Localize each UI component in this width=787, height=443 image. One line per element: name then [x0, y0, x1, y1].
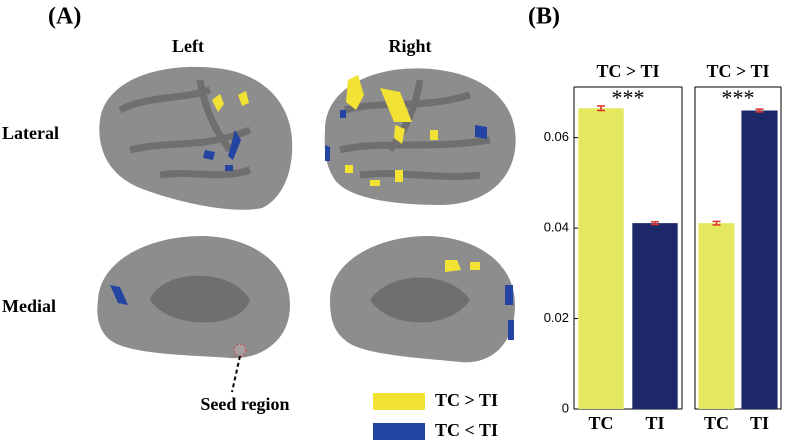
plot-frame: [694, 86, 782, 410]
view-label: Lateral: [2, 123, 59, 143]
bar: [741, 110, 778, 410]
brain-right-lateral: [324, 68, 516, 205]
charts: TC > TI 0 0.02 0.04 0.06 TC TI *** TC > TI TC TI **…: [544, 61, 782, 433]
view-label: Medial: [2, 296, 56, 316]
x-tick-label: TC: [704, 413, 729, 433]
chart-title: TC > TI: [707, 61, 770, 81]
seed-pointer: [231, 355, 241, 393]
x-tick-label: TC: [588, 413, 613, 433]
error-bar: [651, 221, 659, 226]
legend: TC > TI TC < TI: [373, 390, 498, 440]
error-bar: [755, 108, 764, 113]
brain-right-medial: [330, 235, 515, 363]
y-tick-label: 0.02: [544, 310, 569, 325]
significance: ***: [722, 85, 755, 110]
x-tick-label: TI: [645, 413, 664, 433]
hemisphere-label: Right: [388, 36, 431, 56]
brain-left-lateral: [99, 66, 293, 210]
error-bar: [712, 220, 721, 226]
panel-label: (B): [528, 4, 560, 30]
legend-label: TC > TI: [435, 390, 498, 410]
seed-label: Seed region: [200, 394, 289, 414]
error-bar: [597, 105, 605, 112]
brain-left-medial: [97, 235, 290, 359]
bar: [632, 223, 678, 409]
x-tick-label: TI: [750, 413, 769, 433]
chart-title: TC > TI: [597, 61, 660, 81]
y-tick-label: 0.04: [544, 220, 569, 235]
bar: [578, 108, 624, 409]
legend-swatch: [373, 423, 425, 440]
significance: ***: [612, 85, 645, 110]
y-tick-label: 0: [562, 400, 569, 415]
hemisphere-label: Left: [172, 36, 204, 56]
bar: [698, 223, 735, 409]
plot-frame: [573, 86, 683, 410]
legend-swatch: [373, 393, 425, 410]
y-tick-label: 0.06: [544, 129, 569, 144]
panel-label: (A): [48, 4, 81, 30]
legend-label: TC < TI: [435, 420, 498, 440]
